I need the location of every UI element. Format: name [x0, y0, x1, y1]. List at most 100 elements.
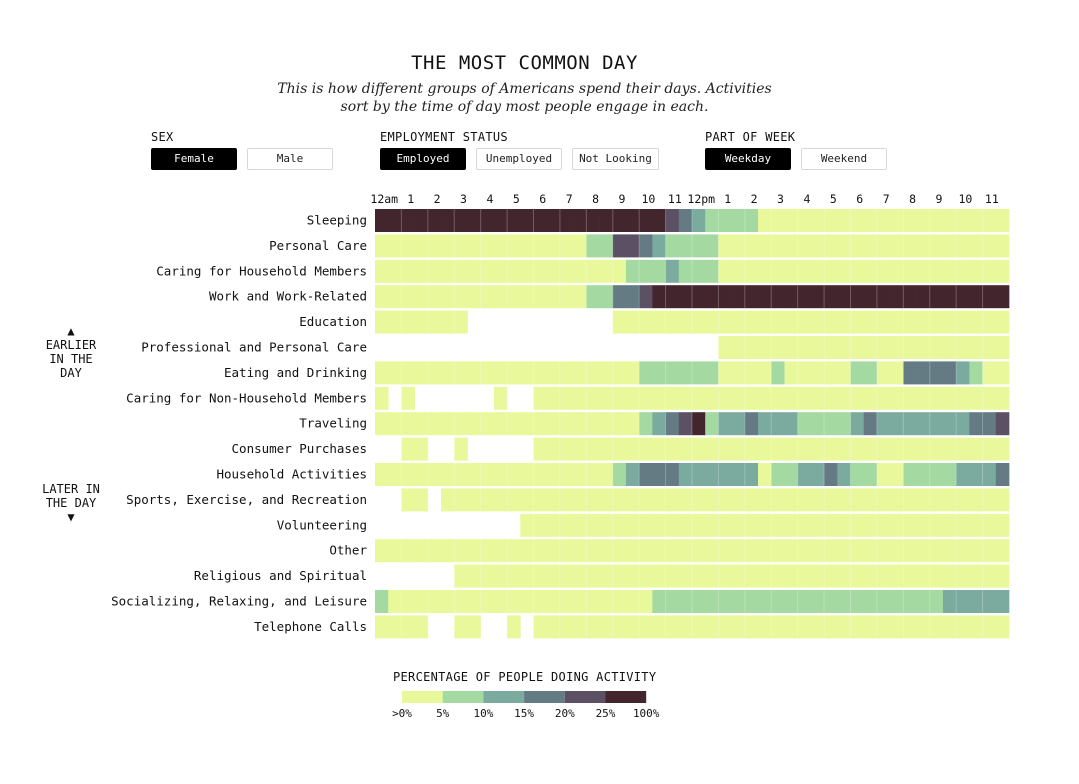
heatmap-cell	[863, 361, 878, 385]
heatmap-cell	[559, 386, 574, 410]
heatmap-cell	[903, 615, 917, 639]
female-button[interactable]: Female	[151, 148, 237, 170]
heatmap-cell	[427, 590, 442, 613]
heatmap-cell	[559, 412, 574, 436]
heatmap-cell	[863, 539, 878, 563]
heatmap-cell	[969, 259, 983, 283]
heatmap-cell	[507, 259, 521, 283]
heatmap-cell	[903, 336, 917, 359]
heatmap-cell	[758, 310, 772, 334]
heatmap-cell	[850, 590, 865, 613]
heatmap-cell	[916, 285, 931, 309]
heatmap-cell	[995, 564, 1010, 588]
heatmap-cell	[995, 336, 1010, 359]
heatmap-cell	[586, 437, 600, 461]
heatmap-cell	[810, 234, 825, 258]
heatmap-cell	[401, 234, 415, 258]
heatmap-cell	[797, 234, 812, 258]
heatmap-cell	[771, 564, 785, 588]
hour-tick-label: 2	[434, 192, 441, 206]
heatmap-cell	[599, 259, 614, 283]
heatmap-cell	[810, 437, 825, 461]
heatmap-cell	[375, 615, 389, 639]
heatmap-cell	[824, 590, 838, 613]
heatmap-cell	[784, 412, 799, 436]
heatmap-cell	[731, 361, 746, 385]
activity-row-label: Caring for Household Members	[156, 263, 367, 278]
heatmap-cell	[982, 513, 997, 537]
heatmap-cell	[612, 539, 627, 563]
activity-row-label: Eating and Drinking	[224, 365, 367, 380]
heatmap-cell	[652, 285, 666, 309]
heatmap-cell	[784, 564, 799, 588]
heatmap-cell	[903, 590, 917, 613]
heatmap-cell	[863, 412, 878, 436]
weekday-button[interactable]: Weekday	[705, 148, 791, 170]
unemployed-button[interactable]: Unemployed	[476, 148, 562, 170]
heatmap-cell	[639, 285, 653, 309]
heatmap-cell	[639, 615, 653, 639]
heatmap-cell	[586, 513, 600, 537]
earlier-line-3: DAY	[60, 366, 82, 380]
heatmap-cell	[520, 234, 534, 258]
heatmap-cell	[942, 412, 957, 436]
heatmap-cell	[507, 564, 521, 588]
heatmap-cell	[810, 513, 825, 537]
weekend-button[interactable]: Weekend	[801, 148, 887, 170]
heatmap-cell	[678, 590, 693, 613]
male-button[interactable]: Male	[247, 148, 333, 170]
heatmap-cell	[652, 412, 666, 436]
heatmap-cell	[797, 336, 812, 359]
heatmap-cell	[665, 615, 680, 639]
heatmap-cell	[969, 234, 983, 258]
heatmap-cell	[890, 386, 904, 410]
heatmap-cell	[533, 259, 548, 283]
heatmap-cell	[890, 336, 904, 359]
heatmap-cell	[546, 513, 561, 537]
heatmap-cell	[546, 437, 561, 461]
hour-tick-label: 5	[830, 192, 837, 206]
heatmap-cell	[533, 590, 548, 613]
heatmap-cell	[903, 209, 917, 232]
heatmap-cell	[916, 259, 931, 283]
hour-tick-label: 7	[566, 192, 573, 206]
heatmap-cell	[678, 234, 693, 258]
later-line-1: LATER IN	[42, 482, 100, 496]
heatmap-cell	[493, 564, 508, 588]
heatmap-cell	[692, 234, 706, 258]
heatmap-cell	[467, 361, 482, 385]
heatmap-cell	[401, 412, 415, 436]
heatmap-cell	[573, 209, 587, 232]
heatmap-cell	[639, 437, 653, 461]
heatmap-cell	[520, 209, 534, 232]
heatmap-cell	[810, 336, 825, 359]
heatmap-cell	[850, 209, 865, 232]
heatmap-cell	[810, 259, 825, 283]
heatmap-cell	[586, 259, 600, 283]
heatmap-cell	[652, 615, 666, 639]
page-subtitle: This is how different groups of American…	[0, 80, 1049, 116]
not-looking-button[interactable]: Not Looking	[572, 148, 659, 170]
heatmap-cell	[995, 361, 1010, 385]
heatmap-cell	[401, 361, 415, 385]
heatmap-cell	[388, 412, 402, 436]
heatmap-cell	[705, 437, 719, 461]
employed-button[interactable]: Employed	[380, 148, 466, 170]
heatmap-cell	[441, 259, 455, 283]
heatmap-cell	[639, 564, 653, 588]
heatmap-cell	[388, 234, 402, 258]
subtitle-line-1: This is how different groups of American…	[277, 81, 772, 97]
heatmap-cell	[388, 310, 402, 334]
heatmap-cell	[639, 259, 653, 283]
heatmap-cell	[493, 285, 508, 309]
heatmap-cell	[876, 539, 891, 563]
week-filter-label: PART OF WEEK	[705, 130, 796, 144]
heatmap-cell	[837, 564, 851, 588]
heatmap-cell	[665, 590, 680, 613]
heatmap-cell	[784, 615, 799, 639]
heatmap-cell	[863, 463, 878, 486]
heatmap-cell	[454, 615, 468, 639]
heatmap-cell	[942, 310, 957, 334]
heatmap-cell	[758, 412, 772, 436]
heatmap-cell	[573, 564, 587, 588]
